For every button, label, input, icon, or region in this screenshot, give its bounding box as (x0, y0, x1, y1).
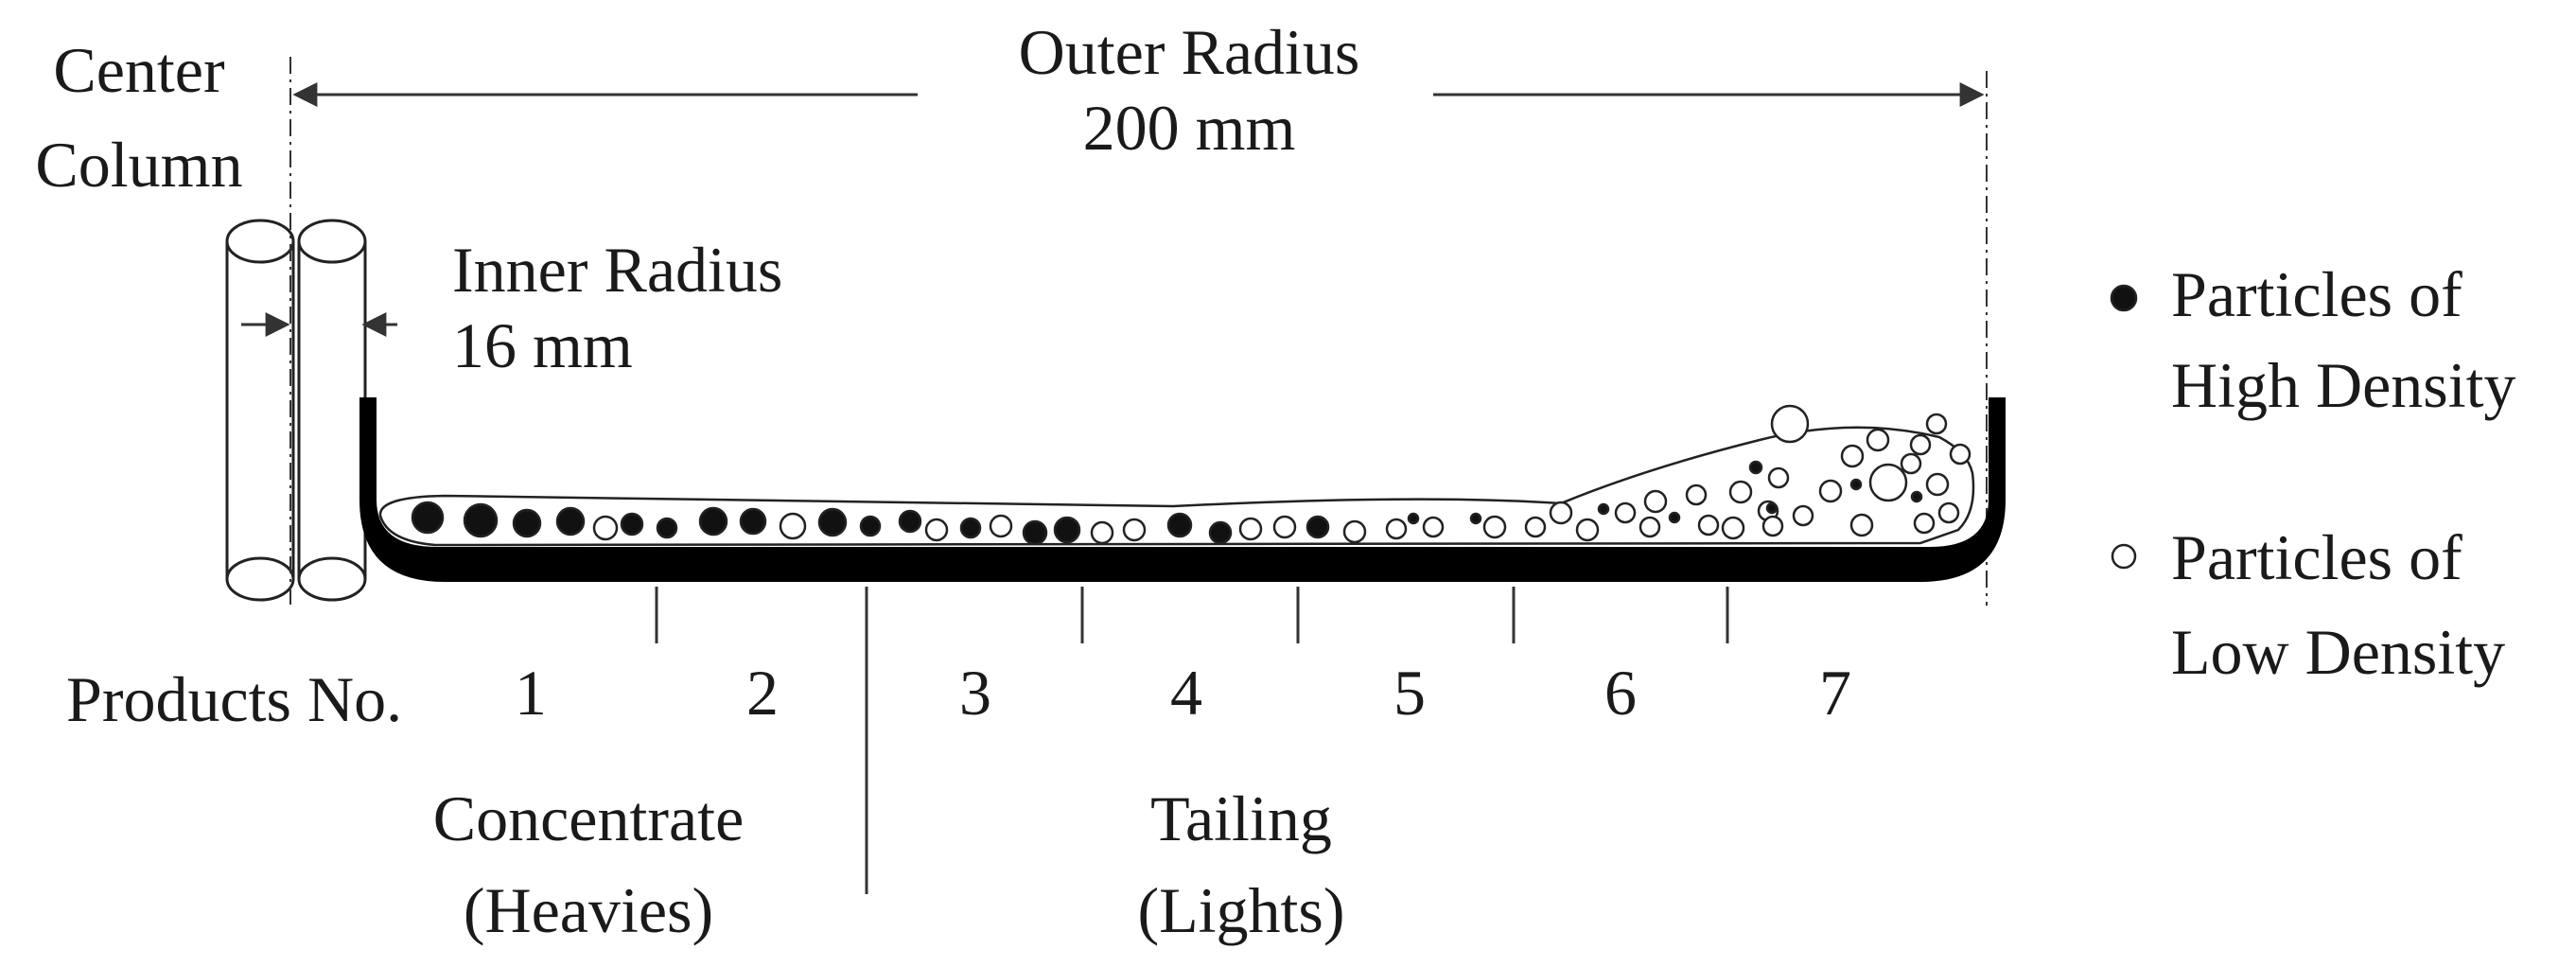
bowl (359, 397, 2006, 582)
center-column (225, 219, 367, 602)
product-number: 4 (1170, 657, 1202, 729)
product-number: 5 (1393, 657, 1426, 729)
product-dividers (655, 587, 1729, 894)
legend-high-density-line2: High Density (2171, 349, 2516, 421)
center-column-label-line2: Column (35, 129, 242, 201)
inner-radius-label-line2: 16 mm (452, 309, 633, 381)
product-number: 7 (1819, 657, 1851, 729)
concentrate-label-line2: (Heavies) (464, 874, 713, 946)
particles (411, 404, 1971, 546)
concentrate-label-line1: Concentrate (433, 782, 745, 854)
high-density-legend-marker (2110, 284, 2138, 312)
tailing-label-line2: (Lights) (1137, 874, 1344, 946)
legend-high-density-line1: Particles of (2171, 258, 2462, 330)
inner-radius-label-line1: Inner Radius (452, 234, 782, 306)
legend-low-density-line1: Particles of (2171, 521, 2462, 593)
product-number: 2 (746, 657, 779, 729)
products-no-label: Products No. (66, 663, 402, 735)
product-number: 6 (1604, 657, 1637, 729)
product-number: 1 (515, 657, 547, 729)
low-density-legend-marker (2111, 543, 2137, 570)
center-column-label-line1: Center (53, 34, 225, 106)
legend-low-density-line2: Low Density (2171, 616, 2505, 688)
outer-radius-label-line1: Outer Radius (1019, 16, 1360, 88)
product-number: 3 (959, 657, 991, 729)
outer-radius-label-line2: 200 mm (1083, 92, 1296, 164)
particle-layer (378, 426, 1975, 547)
product-numbers: 1 2 3 4 5 6 7 (515, 657, 1851, 729)
tailing-label-line1: Tailing (1150, 782, 1332, 854)
legend: Particles of High Density Particles of L… (2110, 258, 2516, 688)
